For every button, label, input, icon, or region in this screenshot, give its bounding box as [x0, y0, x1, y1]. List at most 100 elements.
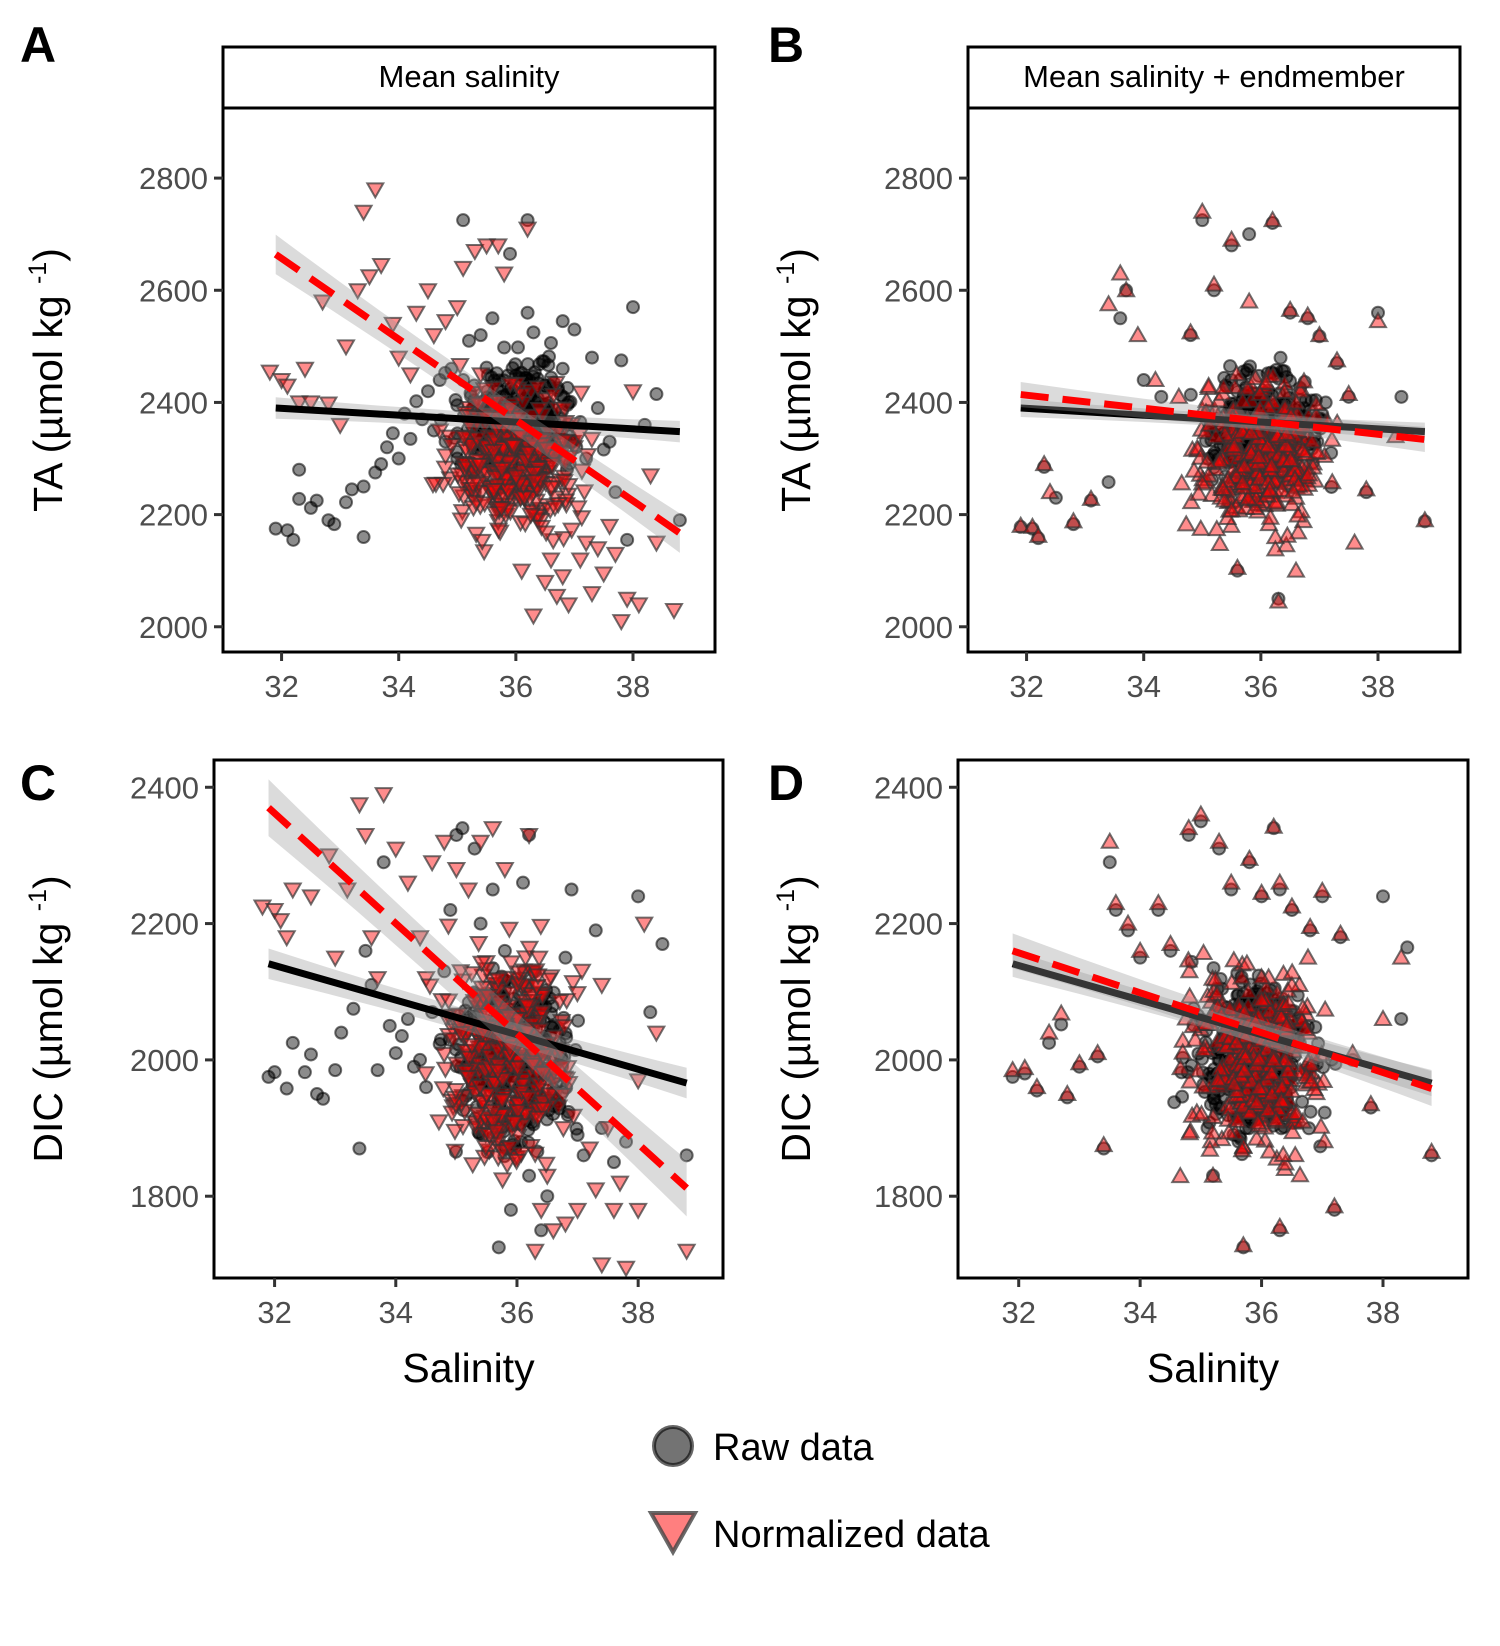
- normalized-point: [1246, 1128, 1267, 1146]
- normalized-point: [539, 1087, 560, 1105]
- normalized-point: [470, 1079, 490, 1097]
- normalized-point: [355, 827, 376, 845]
- normalized-point: [1234, 456, 1255, 474]
- normalized-point: [507, 1060, 528, 1078]
- raw-point: [520, 357, 535, 372]
- normalized-point: [1298, 1052, 1318, 1070]
- normalized-point: [1199, 414, 1220, 432]
- raw-point: [473, 916, 488, 931]
- normalized-point: [488, 238, 509, 256]
- normalized-point: [1301, 1071, 1322, 1089]
- normalized-point: [1227, 557, 1248, 575]
- normalized-point: [592, 1257, 612, 1275]
- raw-point: [403, 431, 418, 446]
- panel-border: [966, 106, 1462, 654]
- raw-point: [626, 300, 640, 315]
- raw-point: [1183, 387, 1198, 402]
- normalized-point: [1293, 440, 1313, 458]
- raw-point: [555, 361, 570, 376]
- normalized-point: [1248, 1112, 1268, 1130]
- y-tick-label: 2200: [130, 907, 199, 942]
- legend-raw-label: Raw data: [713, 1427, 874, 1469]
- normalized-point: [400, 367, 421, 385]
- normalized-point: [1205, 969, 1226, 987]
- normalized-point: [438, 993, 459, 1011]
- normalized-point: [1200, 1139, 1220, 1157]
- normalized-point: [570, 552, 591, 570]
- normalized-point: [605, 546, 626, 564]
- raw-point: [380, 440, 394, 455]
- normalized-point: [1239, 848, 1260, 866]
- normalized-point: [592, 977, 612, 995]
- normalized-point: [1228, 1110, 1248, 1128]
- normalized-point: [611, 614, 632, 632]
- raw-point: [358, 943, 373, 958]
- raw-point: [526, 325, 541, 340]
- normalized-point: [1306, 393, 1326, 411]
- raw-point: [344, 482, 359, 497]
- normalized-point: [572, 963, 592, 981]
- raw-point: [374, 457, 389, 472]
- x-tick-label: 38: [1361, 669, 1395, 704]
- confidence-band: [275, 234, 680, 553]
- normalized-point: [1275, 1153, 1296, 1171]
- normalized-point: [1170, 1058, 1191, 1076]
- legend-normalized-symbol: [647, 1511, 699, 1557]
- normalized-point: [1265, 539, 1286, 557]
- raw-point: [516, 875, 531, 890]
- normalized-point: [492, 1093, 512, 1111]
- normalized-point: [1261, 455, 1282, 473]
- raw-point: [356, 479, 371, 494]
- normalized-point: [388, 350, 409, 368]
- x-tick-label: 32: [1009, 669, 1043, 704]
- normalized-point: [646, 1025, 667, 1043]
- normalized-point: [1258, 436, 1278, 454]
- normalized-point: [479, 1049, 500, 1067]
- raw-point: [1242, 227, 1257, 242]
- raw-point: [567, 322, 582, 337]
- x-tick-label: 34: [1126, 669, 1160, 704]
- normalized-point: [1281, 1080, 1302, 1098]
- normalized-point: [567, 1202, 588, 1220]
- normalized-point: [1240, 1102, 1261, 1120]
- normalized-point: [554, 401, 575, 419]
- normalized-point: [433, 1081, 453, 1099]
- x-tick-label: 32: [264, 669, 298, 704]
- x-tick-label: 38: [616, 669, 650, 704]
- normalized-point: [1201, 1131, 1221, 1149]
- raw-point: [606, 1155, 621, 1170]
- raw-point: [497, 943, 512, 958]
- raw-point: [590, 401, 605, 416]
- normalized-point: [1169, 386, 1189, 404]
- normalized-point: [1100, 831, 1120, 849]
- y-tick-label: 2400: [884, 385, 953, 420]
- normalized-point: [463, 1157, 483, 1175]
- normalized-point: [568, 500, 588, 518]
- normalized-point: [458, 1070, 479, 1088]
- normalized-point: [383, 316, 403, 334]
- normalized-point: [1193, 942, 1214, 960]
- normalized-point: [470, 367, 491, 385]
- normalized-point: [435, 314, 456, 332]
- normalized-point: [523, 466, 544, 484]
- normalized-point: [544, 1073, 565, 1091]
- normalized-point: [532, 1004, 552, 1022]
- x-axis-title: Salinity: [402, 1345, 535, 1391]
- normalized-point: [1180, 322, 1201, 340]
- normalized-point: [577, 448, 598, 466]
- raw-point: [522, 1168, 537, 1183]
- y-tick-label: 2600: [884, 273, 953, 308]
- raw-point: [537, 354, 552, 369]
- normalized-point: [1261, 1063, 1282, 1081]
- strip-box: [966, 45, 1462, 110]
- normalized-point: [1173, 1042, 1193, 1060]
- normalized-point: [543, 1223, 564, 1241]
- normalized-point: [1356, 479, 1377, 497]
- raw-point: [279, 1081, 294, 1096]
- normalized-point: [477, 1087, 497, 1105]
- normalized-point: [492, 461, 512, 479]
- normalized-point: [1273, 1144, 1293, 1162]
- normalized-point: [1297, 996, 1318, 1014]
- normalized-point: [555, 1216, 576, 1234]
